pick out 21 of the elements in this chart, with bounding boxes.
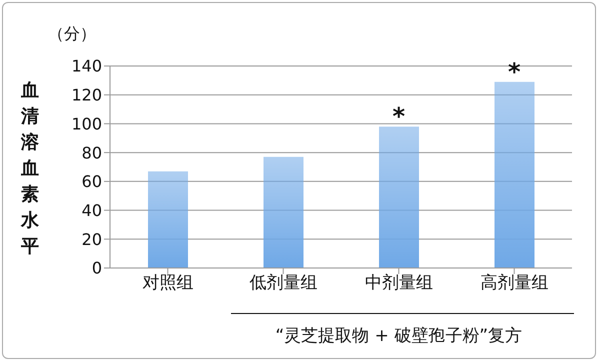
x-tick-label: 低剂量组 xyxy=(249,273,318,294)
bar xyxy=(379,126,419,268)
y-tick-label: 60 xyxy=(82,172,102,192)
annotation: * xyxy=(392,102,406,131)
y-tick-label: 40 xyxy=(82,200,102,220)
bar xyxy=(148,171,188,268)
annotation: * xyxy=(508,58,521,86)
y-tick-label: 20 xyxy=(82,230,102,249)
y-axis-title: 血清溶血素水平 xyxy=(20,79,40,259)
y-tick-label: 140 xyxy=(71,56,102,76)
bar xyxy=(264,156,304,268)
x-tick-label: 高剂量组 xyxy=(480,273,548,294)
x-axis-title: “灵芝提取物 + 破壁孢子粉”复方 xyxy=(274,325,524,347)
text: （分） xyxy=(48,24,96,45)
bar xyxy=(494,82,534,268)
x-tick-label: 对照组 xyxy=(142,273,194,294)
y-tick-label: 120 xyxy=(71,86,102,105)
y-tick-label: 0 xyxy=(92,258,102,278)
y-tick-label: 100 xyxy=(71,114,102,134)
y-tick-label: 80 xyxy=(82,143,102,162)
x-tick-label: 中剂量组 xyxy=(364,273,433,294)
